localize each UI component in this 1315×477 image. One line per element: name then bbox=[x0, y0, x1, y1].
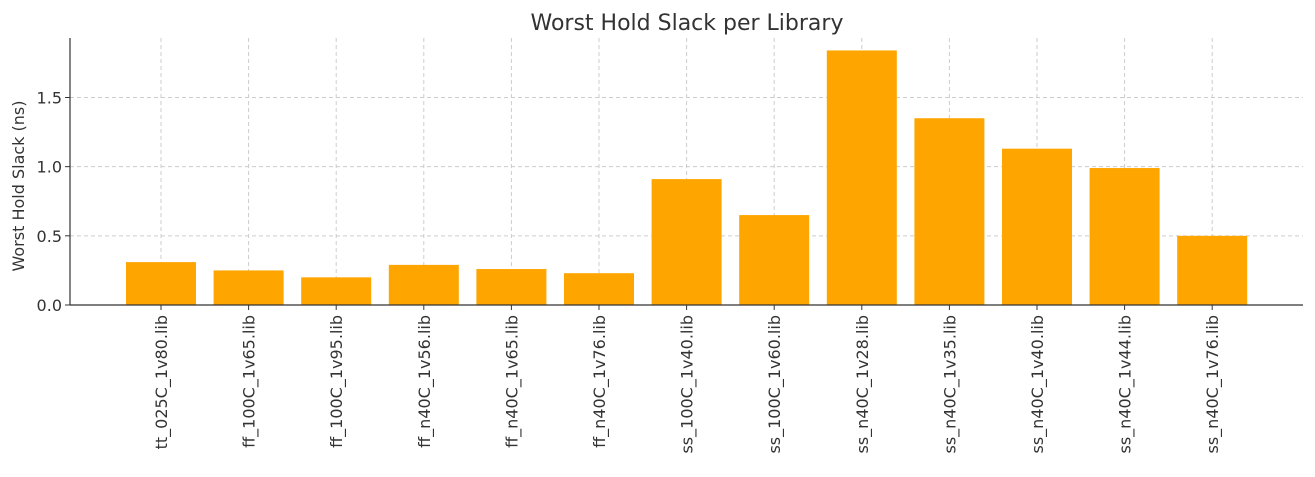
y-tick-label: 0.0 bbox=[37, 296, 62, 315]
x-tick-label: ff_n40C_1v76.lib bbox=[590, 315, 610, 448]
x-tick-label: ss_n40C_1v44.lib bbox=[1116, 315, 1136, 453]
x-tick-label: ss_100C_1v40.lib bbox=[678, 315, 698, 454]
y-tick-label: 1.5 bbox=[37, 88, 62, 107]
x-tick-label: ss_100C_1v60.lib bbox=[765, 315, 785, 454]
chart-title: Worst Hold Slack per Library bbox=[531, 11, 844, 36]
bar bbox=[739, 215, 810, 305]
bar bbox=[914, 118, 985, 305]
bar bbox=[564, 273, 634, 305]
x-tick-label: ff_100C_1v95.lib bbox=[327, 315, 347, 448]
bar bbox=[1089, 168, 1160, 305]
bar bbox=[826, 50, 897, 306]
bar bbox=[301, 277, 372, 305]
axes bbox=[65, 38, 1303, 310]
bar bbox=[476, 269, 547, 305]
x-tick-label: ff_100C_1v65.lib bbox=[240, 315, 260, 448]
x-tick-label: ss_n40C_1v76.lib bbox=[1203, 315, 1223, 453]
y-tick-labels: 0.0 0.5 1.0 1.5 bbox=[37, 88, 62, 315]
bar bbox=[213, 270, 284, 305]
x-tick-label: ss_n40C_1v40.lib bbox=[1028, 315, 1048, 453]
bar bbox=[651, 179, 722, 305]
bar bbox=[1177, 235, 1248, 305]
bar bbox=[1002, 148, 1072, 305]
x-tick-label: ss_n40C_1v28.lib bbox=[853, 315, 873, 453]
x-tick-label: ff_n40C_1v56.lib bbox=[415, 315, 435, 448]
y-tick-label: 1.0 bbox=[37, 158, 62, 177]
bar bbox=[126, 262, 196, 305]
bar bbox=[388, 264, 459, 305]
x-tick-labels: tt_025C_1v80.lib ff_100C_1v65.lib ff_100C_… bbox=[152, 315, 1223, 454]
x-tick-label: ss_n40C_1v35.lib bbox=[940, 315, 960, 453]
x-tick-label: tt_025C_1v80.lib bbox=[152, 315, 172, 449]
y-axis-label: Worst Hold Slack (ns) bbox=[9, 101, 28, 272]
y-tick-label: 0.5 bbox=[37, 227, 62, 246]
x-tick-label: ff_n40C_1v65.lib bbox=[502, 315, 522, 448]
bars bbox=[126, 50, 1248, 306]
